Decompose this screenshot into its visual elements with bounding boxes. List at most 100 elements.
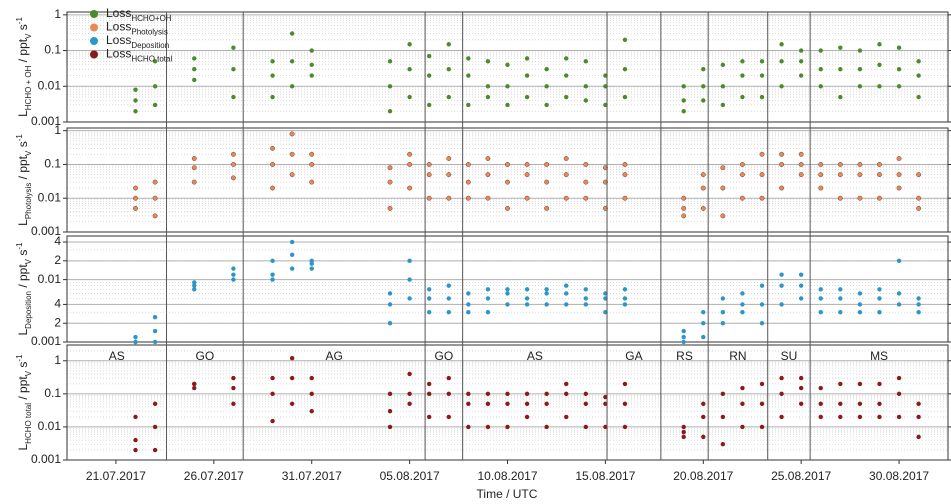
data-point — [798, 151, 804, 157]
data-point — [583, 179, 589, 185]
data-point — [446, 195, 452, 201]
legend-name: Loss — [106, 33, 131, 47]
data-point — [681, 84, 686, 89]
data-point — [583, 287, 589, 292]
data-point — [446, 310, 451, 315]
data-point — [916, 59, 921, 64]
data-point — [563, 172, 569, 178]
data-point — [152, 328, 158, 334]
data-point — [426, 381, 432, 387]
data-point — [152, 447, 158, 453]
data-point — [603, 84, 608, 89]
x-tick-label: 26.07.2017 — [184, 469, 244, 483]
data-point — [133, 185, 138, 191]
data-point — [466, 401, 471, 407]
y-axis-label-part: V — [24, 33, 33, 39]
data-point — [505, 62, 510, 67]
data-point — [857, 401, 863, 407]
data-point — [231, 277, 236, 282]
data-point — [916, 434, 921, 440]
data-point — [818, 172, 824, 178]
data-point — [270, 391, 275, 397]
y-axis-label-part: / ppt — [16, 155, 30, 182]
data-point — [701, 434, 706, 440]
data-point — [485, 172, 491, 178]
data-point — [152, 84, 158, 89]
data-point — [759, 195, 765, 201]
data-point — [309, 391, 314, 397]
data-point — [192, 287, 197, 292]
legend-name: Loss — [106, 6, 131, 20]
data-point — [603, 291, 608, 296]
data-point — [505, 424, 510, 430]
data-point — [544, 291, 549, 296]
y-tick-label: 1 — [54, 7, 61, 21]
x-tick-label: 31.07.2017 — [282, 469, 342, 483]
data-point — [289, 239, 295, 245]
data-point — [270, 73, 275, 78]
data-point — [779, 391, 784, 397]
data-point — [701, 321, 706, 326]
data-point — [896, 185, 902, 191]
data-point — [838, 67, 843, 72]
data-point — [465, 161, 471, 167]
data-point — [564, 302, 569, 307]
data-point — [544, 302, 549, 307]
data-point — [779, 59, 784, 64]
y-axis-label: LDeposition / pptV s-1 — [15, 242, 33, 336]
data-point — [759, 401, 765, 407]
data-point — [877, 296, 882, 301]
data-point — [603, 394, 608, 400]
data-point — [798, 375, 804, 381]
data-point — [622, 296, 628, 301]
data-point — [426, 73, 432, 78]
data-point — [446, 391, 451, 397]
data-point — [740, 73, 745, 78]
data-point — [446, 375, 451, 381]
data-point — [544, 67, 549, 72]
data-point — [133, 98, 138, 103]
data-point — [818, 84, 823, 89]
data-point — [564, 391, 569, 397]
data-point — [407, 42, 412, 47]
y-tick-label: 0.01 — [38, 78, 62, 92]
data-point — [779, 161, 785, 167]
y-axis-label-part: L — [16, 329, 30, 336]
data-point — [603, 424, 608, 430]
data-point — [133, 87, 138, 92]
data-point — [309, 73, 314, 78]
data-point — [564, 94, 569, 100]
data-point — [564, 381, 569, 387]
legend-label: LossHCHO total — [106, 47, 172, 63]
data-point — [191, 156, 197, 161]
y-tick-label: 1 — [54, 353, 61, 367]
legend-name: Loss — [106, 47, 131, 61]
data-point — [838, 287, 843, 292]
data-point — [877, 161, 882, 167]
data-point — [466, 102, 471, 108]
data-point — [231, 67, 236, 72]
y-tick-label: 4 — [54, 297, 61, 311]
data-point — [289, 131, 295, 137]
data-point — [309, 179, 315, 185]
y-tick-label: 2 — [54, 253, 61, 267]
legend-marker — [90, 23, 98, 32]
data-point — [505, 102, 510, 108]
data-point — [192, 67, 197, 72]
y-tick-label: 0.1 — [44, 157, 61, 171]
data-point — [602, 165, 608, 171]
data-point — [524, 73, 530, 78]
data-point — [446, 94, 451, 100]
data-point — [524, 161, 530, 167]
data-point — [407, 94, 412, 100]
data-point — [485, 94, 491, 100]
legend-label: LossDeposition — [106, 33, 169, 49]
data-point — [818, 385, 823, 391]
data-point — [544, 287, 549, 292]
data-point — [270, 185, 276, 191]
data-point — [309, 151, 315, 157]
data-point — [192, 77, 197, 83]
data-point — [681, 339, 686, 345]
data-point — [818, 67, 823, 72]
data-point — [309, 62, 314, 67]
